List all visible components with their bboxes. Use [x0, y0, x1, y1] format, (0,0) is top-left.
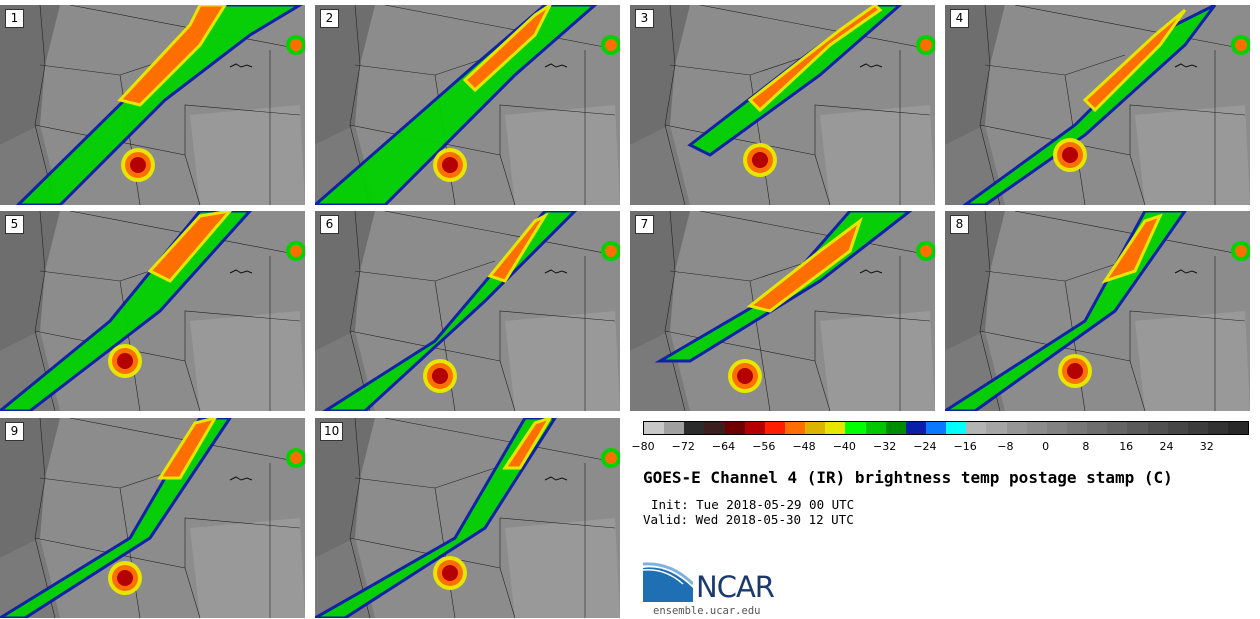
postage-stamp-panel: 10 [315, 418, 620, 618]
colorbar-swatch [784, 422, 806, 434]
colorbar-swatch [805, 422, 826, 434]
panel-number-label: 9 [5, 422, 24, 441]
postage-stamp-panel: 8 [945, 211, 1250, 411]
colorbar-swatch [1107, 422, 1128, 434]
colorbar-swatch [704, 422, 725, 434]
colorbar-tick-label: 8 [1082, 440, 1090, 453]
colorbar-swatch [825, 422, 846, 434]
ncar-logo-text: NCAR [696, 570, 775, 604]
colorbar-swatch [764, 422, 785, 434]
panel-number-label: 7 [635, 215, 654, 234]
colorbar-swatch [1006, 422, 1027, 434]
postage-stamp-panel: 4 [945, 5, 1250, 205]
colorbar-swatch [925, 422, 947, 434]
panel-number-label: 3 [635, 9, 654, 28]
colorbar-swatch [1066, 422, 1088, 434]
postage-stamp-panel: 6 [315, 211, 620, 411]
ensemble-url: ensemble.ucar.edu [653, 605, 761, 617]
colorbar-swatch [865, 422, 886, 434]
colorbar-swatch [966, 422, 987, 434]
colorbar-tick-label: −80 [631, 440, 655, 453]
colorbar-swatch [1026, 422, 1047, 434]
colorbar-swatch [885, 422, 906, 434]
colorbar-swatch [724, 422, 745, 434]
panel-number-label: 8 [950, 215, 969, 234]
colorbar-tick-label: −48 [792, 440, 816, 453]
colorbar-tick-label: 32 [1199, 440, 1214, 453]
colorbar-swatch [744, 422, 765, 434]
colorbar-tick-label: 0 [1042, 440, 1050, 453]
colorbar-ticks: −80 −72 −64 −56 −48 −40 −32 −24 −16 −8 0 8 16 24 32 [631, 440, 1247, 456]
panel-number-label: 5 [5, 215, 24, 234]
panel-number-label: 1 [5, 9, 24, 28]
postage-stamp-panel: 1 [0, 5, 305, 205]
colorbar-tick-label: −32 [872, 440, 897, 453]
colorbar-swatch [1046, 422, 1067, 434]
colorbar-tick-label: −40 [832, 440, 856, 453]
colorbar-swatch [986, 422, 1007, 434]
panel-number-label: 4 [950, 9, 969, 28]
colorbar-swatch [1187, 422, 1208, 434]
colorbar-tick-label: −56 [752, 440, 776, 453]
colorbar-tick-label: −8 [997, 440, 1014, 453]
colorbar-tick-label: −72 [671, 440, 695, 453]
panel-number-label: 6 [320, 215, 339, 234]
postage-stamp-panel: 7 [630, 211, 935, 411]
colorbar-swatch [1127, 422, 1148, 434]
postage-stamp-panel: 9 [0, 418, 305, 618]
colorbar-swatch [1087, 422, 1108, 434]
colorbar-tick-label: −24 [913, 440, 937, 453]
ncar-logo-icon [643, 562, 693, 602]
colorbar-swatch [1167, 422, 1188, 434]
panel-number-label: 10 [320, 422, 344, 441]
colorbar-swatch [644, 422, 665, 434]
init-time: Init: Tue 2018-05-29 00 UTC [651, 497, 855, 512]
colorbar-swatch [905, 422, 926, 434]
colorbar-swatch [664, 422, 685, 434]
postage-stamp-panel: 2 [315, 5, 620, 205]
colorbar-tick-label: 16 [1119, 440, 1134, 453]
colorbar-tick-label: −16 [953, 440, 977, 453]
colorbar-tick-label: −64 [711, 440, 736, 453]
colorbar-swatch [1147, 422, 1168, 434]
colorbar [643, 421, 1249, 435]
colorbar-swatch [684, 422, 705, 434]
figure-title: GOES-E Channel 4 (IR) brightness temp po… [643, 468, 1173, 487]
postage-stamp-panel: 3 [630, 5, 935, 205]
valid-time: Valid: Wed 2018-05-30 12 UTC [643, 512, 854, 527]
colorbar-swatch [845, 422, 866, 434]
panel-number-label: 2 [320, 9, 339, 28]
colorbar-tick-label: 24 [1159, 440, 1174, 453]
colorbar-swatch [1207, 422, 1229, 434]
postage-stamp-panel: 5 [0, 211, 305, 411]
colorbar-swatch [946, 422, 967, 434]
colorbar-swatch [1228, 422, 1249, 434]
